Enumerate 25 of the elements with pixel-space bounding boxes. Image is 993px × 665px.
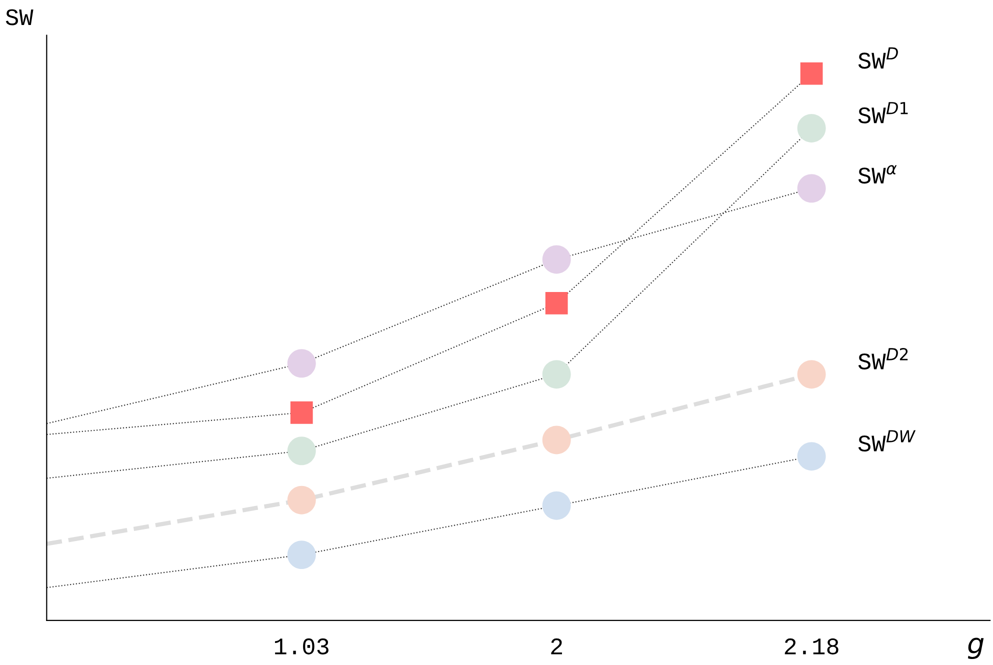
point: [797, 174, 826, 203]
point: [542, 491, 571, 520]
point: [542, 426, 571, 454]
point: [797, 360, 826, 389]
x-axis-title: g: [968, 638, 984, 660]
series-label: SW$^{D1}$: [858, 102, 908, 124]
point: [287, 349, 316, 378]
series-label: SW$^{DW}$: [858, 430, 916, 452]
point: [287, 540, 316, 570]
x-tick-label: 2.18: [784, 638, 838, 654]
point: [542, 360, 571, 389]
x-tick-label: 2: [551, 638, 562, 654]
point: [545, 292, 568, 314]
point: [797, 442, 826, 471]
series-label: SW$^{D2}$: [858, 348, 908, 370]
series-label: SW$^{D}$: [858, 47, 898, 69]
point: [797, 114, 826, 142]
point: [542, 245, 571, 274]
point: [287, 486, 316, 514]
point: [800, 62, 823, 85]
x-tick-label: 1.03: [275, 638, 328, 654]
point: [290, 401, 313, 424]
y-axis-title: SW: [6, 9, 34, 26]
point: [287, 436, 316, 466]
series-label: SW$^{α}$: [858, 165, 897, 184]
